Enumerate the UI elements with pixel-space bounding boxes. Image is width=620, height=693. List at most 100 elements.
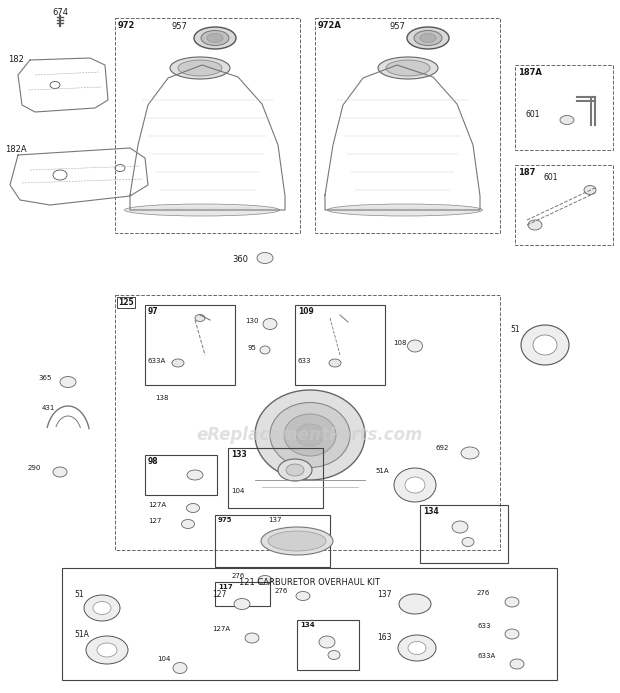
Text: 975: 975 xyxy=(218,517,232,523)
Text: 97: 97 xyxy=(148,307,159,316)
Text: 108: 108 xyxy=(393,340,407,346)
Ellipse shape xyxy=(270,403,350,468)
Text: 633A: 633A xyxy=(477,653,495,659)
Text: 127A: 127A xyxy=(148,502,166,508)
Ellipse shape xyxy=(178,60,222,76)
Ellipse shape xyxy=(207,33,223,42)
Ellipse shape xyxy=(319,636,335,648)
Bar xyxy=(145,455,217,495)
Bar xyxy=(297,620,359,670)
Text: 957: 957 xyxy=(172,22,188,31)
Ellipse shape xyxy=(461,447,479,459)
Ellipse shape xyxy=(172,359,184,367)
Text: 104: 104 xyxy=(157,656,171,662)
Text: 601: 601 xyxy=(525,110,539,119)
Ellipse shape xyxy=(263,319,277,329)
Text: 130: 130 xyxy=(245,318,259,324)
Text: 365: 365 xyxy=(38,375,51,381)
Bar xyxy=(295,305,385,385)
Text: 104: 104 xyxy=(231,488,244,494)
Ellipse shape xyxy=(584,186,596,195)
Ellipse shape xyxy=(260,346,270,354)
Ellipse shape xyxy=(84,595,120,621)
Ellipse shape xyxy=(93,602,111,615)
Ellipse shape xyxy=(394,468,436,502)
Ellipse shape xyxy=(462,538,474,547)
Text: 187A: 187A xyxy=(518,68,542,77)
Text: 674: 674 xyxy=(52,8,68,17)
Ellipse shape xyxy=(261,527,333,555)
Text: 109: 109 xyxy=(298,307,314,316)
Text: 957: 957 xyxy=(390,22,406,31)
Text: 633A: 633A xyxy=(148,358,166,364)
Text: 276: 276 xyxy=(232,573,246,579)
Ellipse shape xyxy=(187,470,203,480)
Ellipse shape xyxy=(170,57,230,79)
Ellipse shape xyxy=(201,30,229,46)
Ellipse shape xyxy=(296,424,324,446)
Ellipse shape xyxy=(405,477,425,493)
Ellipse shape xyxy=(528,220,542,230)
Ellipse shape xyxy=(398,635,436,661)
Text: 51A: 51A xyxy=(74,630,89,639)
Ellipse shape xyxy=(245,633,259,643)
Ellipse shape xyxy=(378,57,438,79)
Text: 633: 633 xyxy=(477,623,490,629)
Bar xyxy=(228,448,323,508)
Ellipse shape xyxy=(234,599,250,610)
Ellipse shape xyxy=(268,531,326,551)
Ellipse shape xyxy=(533,335,557,355)
Text: 633: 633 xyxy=(298,358,311,364)
Text: 134: 134 xyxy=(300,622,315,628)
Bar xyxy=(315,18,500,233)
Bar xyxy=(115,18,300,233)
Ellipse shape xyxy=(115,164,125,171)
Ellipse shape xyxy=(452,521,468,533)
Bar xyxy=(62,568,557,680)
Ellipse shape xyxy=(414,30,442,46)
Ellipse shape xyxy=(53,467,67,477)
Ellipse shape xyxy=(560,116,574,125)
Bar xyxy=(215,582,270,606)
Ellipse shape xyxy=(521,325,569,365)
Text: 125: 125 xyxy=(118,298,134,307)
Text: 972: 972 xyxy=(118,21,135,30)
Text: 98: 98 xyxy=(148,457,159,466)
Text: 137: 137 xyxy=(268,517,281,523)
Ellipse shape xyxy=(510,659,524,669)
Ellipse shape xyxy=(408,642,426,654)
Text: 138: 138 xyxy=(155,395,169,401)
Text: eReplacementParts.com: eReplacementParts.com xyxy=(197,426,423,444)
Ellipse shape xyxy=(257,252,273,263)
Ellipse shape xyxy=(407,27,449,49)
Ellipse shape xyxy=(505,597,519,607)
Text: 127: 127 xyxy=(148,518,161,524)
Ellipse shape xyxy=(407,340,422,352)
Text: 290: 290 xyxy=(28,465,42,471)
Text: 182: 182 xyxy=(8,55,24,64)
Ellipse shape xyxy=(195,315,205,322)
Ellipse shape xyxy=(182,520,195,529)
Ellipse shape xyxy=(255,390,365,480)
Ellipse shape xyxy=(258,575,272,584)
Text: 187: 187 xyxy=(518,168,536,177)
Ellipse shape xyxy=(327,204,482,216)
Text: 51A: 51A xyxy=(375,468,389,474)
Text: 137: 137 xyxy=(377,590,391,599)
Text: 601: 601 xyxy=(543,173,557,182)
Bar xyxy=(115,295,500,550)
Ellipse shape xyxy=(386,60,430,76)
Ellipse shape xyxy=(420,33,436,42)
Ellipse shape xyxy=(97,643,117,657)
Text: 276: 276 xyxy=(275,588,288,594)
Text: 51: 51 xyxy=(510,325,520,334)
Ellipse shape xyxy=(50,82,60,89)
Ellipse shape xyxy=(194,27,236,49)
Text: 431: 431 xyxy=(42,405,55,411)
Bar xyxy=(515,65,613,150)
Text: 133: 133 xyxy=(231,450,247,459)
Text: 182A: 182A xyxy=(5,145,27,154)
Ellipse shape xyxy=(284,414,336,456)
Text: 360: 360 xyxy=(232,255,248,264)
Bar xyxy=(215,515,330,567)
